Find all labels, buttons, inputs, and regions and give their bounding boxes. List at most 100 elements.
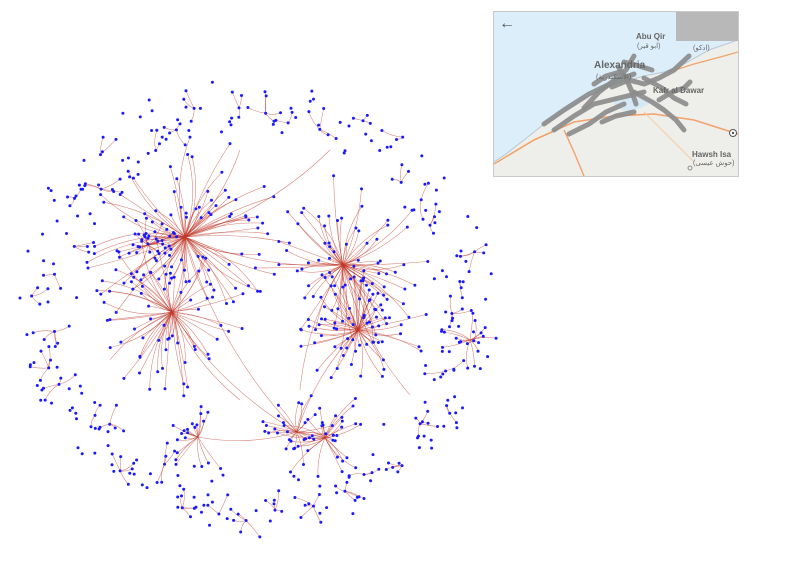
graph-node xyxy=(189,119,193,123)
graph-edge xyxy=(460,251,475,257)
graph-node xyxy=(320,421,324,425)
graph-edge xyxy=(184,197,229,238)
graph-node xyxy=(303,503,307,507)
graph-edge xyxy=(171,258,206,313)
graph-node xyxy=(386,223,390,227)
graph-node xyxy=(59,286,63,290)
graph-edge xyxy=(154,130,158,151)
graph-node xyxy=(421,217,425,221)
graph-node xyxy=(161,242,165,246)
graph-node xyxy=(318,484,322,488)
graph-node xyxy=(153,230,157,234)
graph-node xyxy=(145,486,149,490)
graph-node xyxy=(329,376,333,380)
graph-edge xyxy=(120,194,186,238)
graph-node xyxy=(166,337,170,341)
graph-node xyxy=(163,246,167,250)
graph-node xyxy=(302,463,305,466)
graph-edge xyxy=(357,314,427,331)
graph-node xyxy=(214,204,218,208)
graph-node xyxy=(296,444,300,448)
graph-edge xyxy=(184,149,331,238)
graph-edge xyxy=(357,324,402,331)
graph-edge xyxy=(342,260,381,266)
graph-node xyxy=(171,231,175,234)
graph-edge xyxy=(190,108,195,122)
graph-node xyxy=(155,128,159,132)
graph-node xyxy=(160,222,164,226)
graph-node xyxy=(202,419,206,423)
graph-edge xyxy=(357,329,401,336)
graph-node xyxy=(322,107,326,110)
graph-node xyxy=(465,342,469,346)
graph-edge xyxy=(161,464,165,483)
graph-edge xyxy=(30,366,49,369)
graph-edge xyxy=(33,330,55,333)
graph-edge xyxy=(420,183,429,200)
graph-node xyxy=(362,473,366,476)
graph-node xyxy=(192,495,196,499)
graph-node xyxy=(347,475,351,479)
graph-node xyxy=(215,337,219,341)
graph-edge xyxy=(171,311,243,329)
graph-node xyxy=(286,210,290,214)
map-label-kafr-al-dawar: Kafr al Dawar xyxy=(653,86,705,95)
graph-edge xyxy=(466,339,471,369)
graph-node xyxy=(244,214,248,218)
graph-edge xyxy=(171,311,195,347)
graph-node xyxy=(330,275,334,279)
graph-node xyxy=(378,149,382,152)
graph-edge xyxy=(171,311,209,355)
graph-node xyxy=(364,132,368,136)
graph-node xyxy=(164,348,168,352)
graph-node xyxy=(206,410,210,414)
graph-node xyxy=(193,425,197,429)
graph-edge xyxy=(275,120,289,124)
graph-edge xyxy=(342,264,387,275)
graph-node xyxy=(273,508,277,512)
graph-node xyxy=(354,466,358,470)
graph-node xyxy=(380,308,384,312)
graph-node xyxy=(299,516,303,519)
graph-edge xyxy=(278,241,344,266)
graph-node xyxy=(184,280,188,284)
graph-node xyxy=(319,520,323,524)
graph-node xyxy=(241,292,245,296)
graph-node xyxy=(403,205,407,209)
graph-node xyxy=(277,414,280,418)
graph-node xyxy=(423,182,427,186)
graph-node xyxy=(244,519,248,522)
graph-node xyxy=(220,170,224,174)
graph-node xyxy=(385,322,389,326)
graph-node xyxy=(80,391,84,395)
graph-node xyxy=(467,270,471,274)
graph-node xyxy=(316,474,320,478)
graph-node xyxy=(86,266,90,270)
graph-node xyxy=(370,471,374,475)
graph-node xyxy=(165,441,169,445)
graph-node xyxy=(144,232,148,235)
graph-node xyxy=(351,338,355,342)
graph-node xyxy=(332,326,336,330)
graph-edge xyxy=(182,489,185,508)
graph-node xyxy=(163,462,166,466)
graph-node xyxy=(188,135,192,139)
graph-node xyxy=(169,213,173,217)
graph-edge xyxy=(264,91,267,114)
graph-node xyxy=(368,320,371,324)
graph-edge xyxy=(301,329,359,335)
graph-edge xyxy=(184,236,249,287)
graph-node xyxy=(53,272,56,276)
graph-node xyxy=(149,317,153,321)
graph-node xyxy=(138,245,142,249)
graph-node xyxy=(220,130,223,134)
graph-node xyxy=(114,137,118,141)
arrow-left-icon[interactable]: ← xyxy=(499,15,515,32)
minimap-panel[interactable]: ← Abu Qir (ابو قير) Alexandria (الاسكندر… xyxy=(493,11,739,177)
graph-node xyxy=(210,479,214,483)
map-label-idku-ar: (ادكو) xyxy=(693,45,710,52)
graph-node xyxy=(112,469,116,473)
graph-edge xyxy=(317,437,326,477)
graph-node xyxy=(46,186,50,190)
graph-node xyxy=(382,367,386,371)
